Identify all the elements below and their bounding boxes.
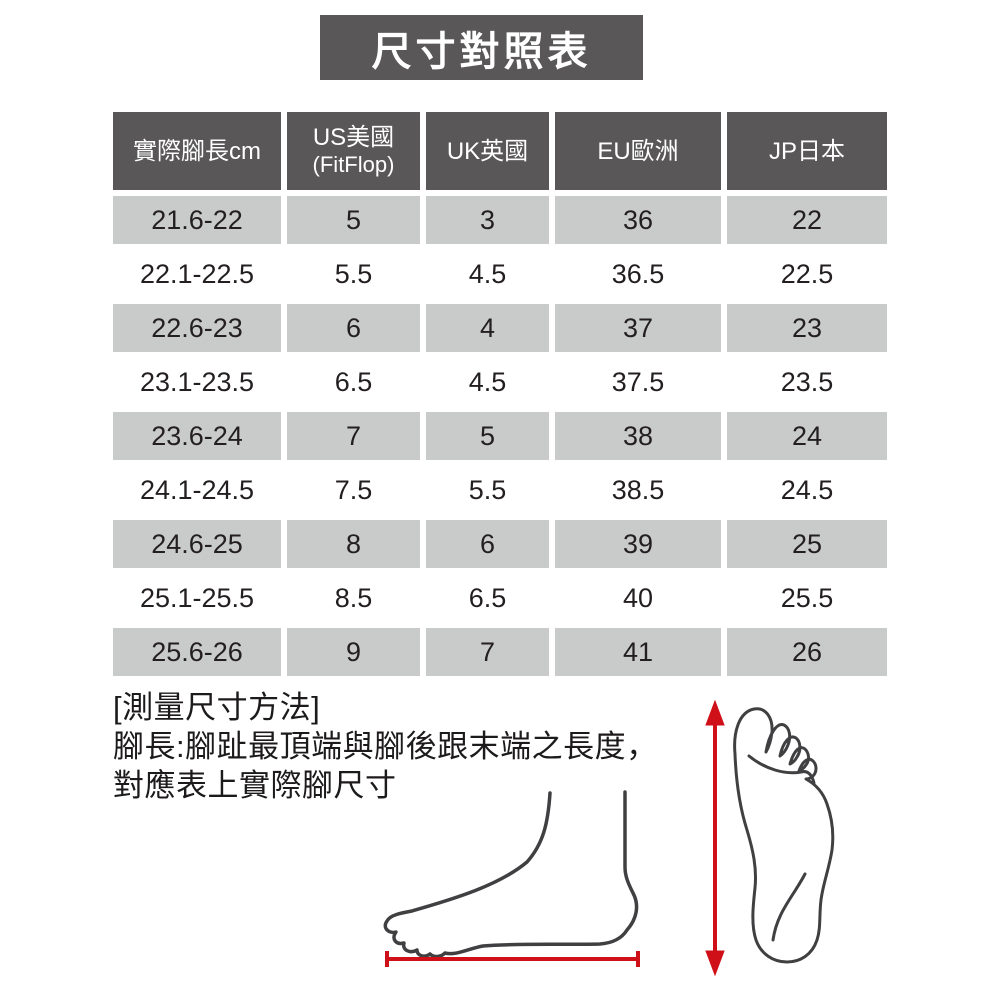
column-header-label: EU歐洲	[597, 137, 679, 165]
column-header-uk: UK英國	[426, 112, 549, 190]
cell-foot-length: 23.6-24	[113, 412, 281, 460]
cell-foot-length: 23.1-23.5	[113, 358, 281, 406]
cell-uk: 6	[426, 520, 549, 568]
toe-base-line	[747, 754, 816, 785]
cell-foot-length: 21.6-22	[113, 196, 281, 244]
cell-uk: 3	[426, 196, 549, 244]
cell-jp: 22.5	[727, 250, 887, 298]
cell-jp: 24.5	[727, 466, 887, 514]
table-row: 23.1-23.5 6.5 4.5 37.5 23.5	[113, 358, 887, 406]
cell-uk: 4.5	[426, 250, 549, 298]
cell-foot-length: 24.1-24.5	[113, 466, 281, 514]
table-header: 實際腳長cm US美國 (FitFlop) UK英國 EU歐洲 JP日本	[113, 112, 887, 190]
page-title-label: 尺寸對照表	[371, 29, 592, 74]
cell-jp: 23	[727, 304, 887, 352]
arch-line	[771, 872, 807, 942]
table-row: 25.1-25.5 8.5 6.5 40 25.5	[113, 574, 887, 622]
cell-uk: 4.5	[426, 358, 549, 406]
cell-foot-length: 24.6-25	[113, 520, 281, 568]
cell-uk: 4	[426, 304, 549, 352]
size-conversion-table: 實際腳長cm US美國 (FitFlop) UK英國 EU歐洲 JP日本 21.6…	[107, 106, 893, 682]
cell-uk: 7	[426, 628, 549, 676]
cell-foot-length: 25.6-26	[113, 628, 281, 676]
cell-eu: 38	[555, 412, 721, 460]
cell-uk: 6.5	[426, 574, 549, 622]
cell-eu: 39	[555, 520, 721, 568]
cell-foot-length: 22.1-22.5	[113, 250, 281, 298]
cell-eu: 40	[555, 574, 721, 622]
cell-uk: 5.5	[426, 466, 549, 514]
cell-us: 5	[287, 196, 420, 244]
table-row: 24.1-24.5 7.5 5.5 38.5 24.5	[113, 466, 887, 514]
column-header-label: UK英國	[446, 137, 529, 165]
cell-jp: 26	[727, 628, 887, 676]
measurement-note: [測量尺寸方法] 腳長:腳趾最頂端與腳後跟末端之長度， 對應表上實際腳尺寸	[113, 688, 673, 805]
measurement-note-line1: 腳長:腳趾最頂端與腳後跟末端之長度，	[113, 729, 658, 764]
foot-side-view-icon	[383, 790, 640, 967]
cell-us: 6.5	[287, 358, 420, 406]
column-header-eu: EU歐洲	[555, 112, 721, 190]
cell-foot-length: 25.1-25.5	[113, 574, 281, 622]
foot-sole-top-view-icon	[705, 699, 835, 977]
header-row: 實際腳長cm US美國 (FitFlop) UK英國 EU歐洲 JP日本	[113, 112, 887, 190]
column-header-label: 實際腳長cm	[133, 137, 261, 165]
cell-us: 9	[287, 628, 420, 676]
cell-jp: 24	[727, 412, 887, 460]
column-header-jp: JP日本	[727, 112, 887, 190]
column-header-foot-length: 實際腳長cm	[113, 112, 281, 190]
table-row: 24.6-25 8 6 39 25	[113, 520, 887, 568]
cell-us: 6	[287, 304, 420, 352]
table-body: 21.6-22 5 3 36 22 22.1-22.5 5.5 4.5 36.5…	[113, 196, 887, 676]
cell-eu: 37	[555, 304, 721, 352]
cell-jp: 22	[727, 196, 887, 244]
cell-eu: 36	[555, 196, 721, 244]
cell-eu: 36.5	[555, 250, 721, 298]
cell-eu: 41	[555, 628, 721, 676]
cell-jp: 25.5	[727, 574, 887, 622]
cell-foot-length: 22.6-23	[113, 304, 281, 352]
table-row: 23.6-24 7 5 38 24	[113, 412, 887, 460]
cell-us: 7.5	[287, 466, 420, 514]
cell-eu: 37.5	[555, 358, 721, 406]
foot-side-outline	[383, 790, 639, 959]
cell-us: 8.5	[287, 574, 420, 622]
cell-us: 5.5	[287, 250, 420, 298]
cell-jp: 25	[727, 520, 887, 568]
column-header-label: US美國	[312, 124, 395, 151]
table-row: 22.6-23 6 4 37 23	[113, 304, 887, 352]
page-title: 尺寸對照表	[320, 15, 643, 80]
column-header-label: JP日本	[768, 137, 845, 165]
table-row: 25.6-26 9 7 41 26	[113, 628, 887, 676]
foot-length-measure-line-icon	[385, 951, 640, 967]
measurement-note-line2: 對應表上實際腳尺寸	[113, 768, 397, 803]
column-header-us: US美國 (FitFlop)	[287, 112, 420, 190]
cell-us: 7	[287, 412, 420, 460]
column-header-us-sub: (FitFlop)	[312, 152, 395, 177]
table-row: 21.6-22 5 3 36 22	[113, 196, 887, 244]
cell-eu: 38.5	[555, 466, 721, 514]
foot-sole-outline	[733, 707, 835, 964]
table-row: 22.1-22.5 5.5 4.5 36.5 22.5	[113, 250, 887, 298]
measure-double-arrow-icon	[705, 699, 725, 977]
measurement-note-heading: [測量尺寸方法]	[113, 690, 321, 725]
cell-uk: 5	[426, 412, 549, 460]
cell-us: 8	[287, 520, 420, 568]
cell-jp: 23.5	[727, 358, 887, 406]
